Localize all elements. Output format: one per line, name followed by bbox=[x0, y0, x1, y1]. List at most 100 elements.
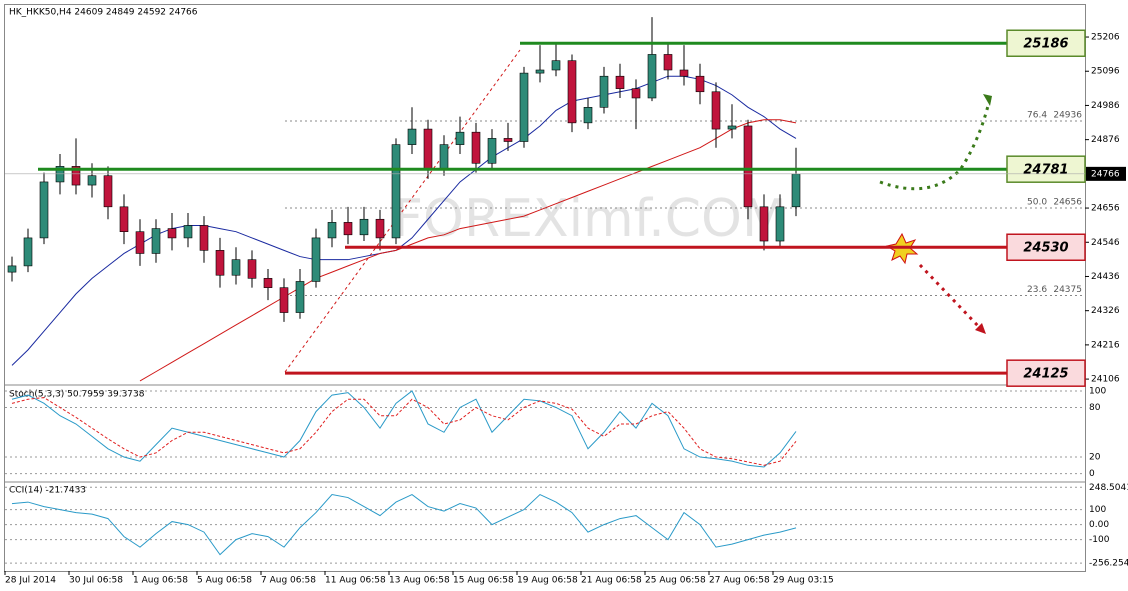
fib-ratio: 23.6 bbox=[1027, 285, 1047, 295]
candle-body bbox=[599, 75, 609, 108]
y-tick-label: 0 bbox=[1089, 469, 1095, 479]
candle-body bbox=[743, 125, 753, 208]
level-box bbox=[1006, 233, 1086, 261]
y-tick-label: -100 bbox=[1089, 535, 1110, 545]
candle-body bbox=[407, 128, 417, 145]
level-label: 24125 bbox=[1023, 367, 1068, 382]
candle-body bbox=[759, 206, 769, 242]
candle-body bbox=[359, 218, 369, 236]
indicator-line bbox=[11, 390, 797, 468]
down-arrow bbox=[918, 263, 982, 330]
candle-body bbox=[7, 265, 17, 273]
fib-ratio: 76.4 bbox=[1027, 110, 1047, 120]
candle-body bbox=[231, 259, 241, 276]
watermark: FOREXimf.COM bbox=[393, 189, 787, 249]
y-tick-label: 24656 bbox=[1091, 204, 1120, 214]
candle-body bbox=[711, 91, 721, 130]
candle-body bbox=[375, 218, 385, 239]
candle-body bbox=[119, 206, 129, 232]
candle-body bbox=[615, 75, 625, 89]
fib-value: 24936 bbox=[1053, 110, 1082, 120]
y-tick-label: 24436 bbox=[1091, 272, 1120, 282]
candle-body bbox=[567, 60, 577, 124]
x-tick-label: 30 Jul 06:58 bbox=[69, 576, 123, 586]
frame bbox=[4, 4, 1086, 572]
x-tick-label: 21 Aug 06:58 bbox=[581, 576, 642, 586]
level-box bbox=[1006, 359, 1086, 387]
candle-body bbox=[391, 144, 401, 239]
y-tick-label: 24106 bbox=[1091, 375, 1120, 385]
candle-body bbox=[695, 75, 705, 93]
indicator-line bbox=[11, 493, 797, 556]
level-box bbox=[1006, 29, 1086, 57]
candle-body bbox=[423, 128, 433, 170]
x-tick-label: 5 Aug 06:58 bbox=[197, 576, 252, 586]
current-price-box bbox=[1086, 166, 1126, 181]
x-tick-label: 11 Aug 06:58 bbox=[325, 576, 386, 586]
x-tick-label: 25 Aug 06:58 bbox=[645, 576, 706, 586]
candle-body bbox=[311, 237, 321, 282]
level-label: 24530 bbox=[1023, 241, 1068, 256]
chart-title: HK_HKK50,H4 24609 24849 24592 24766 bbox=[9, 8, 198, 18]
y-tick-label: 80 bbox=[1089, 403, 1101, 413]
y-tick-label: 24876 bbox=[1091, 135, 1120, 145]
y-tick-label: 25096 bbox=[1091, 67, 1120, 77]
candle-body bbox=[215, 250, 225, 276]
y-tick-label: 100 bbox=[1089, 386, 1106, 396]
candle-body bbox=[151, 228, 161, 254]
candle-body bbox=[631, 88, 641, 99]
candle-body bbox=[103, 175, 113, 208]
current-price-label: 24766 bbox=[1091, 169, 1120, 179]
indicator-line bbox=[11, 397, 797, 466]
candle-body bbox=[135, 231, 145, 254]
candle-body bbox=[487, 138, 497, 164]
y-tick-label: 100 bbox=[1089, 505, 1106, 515]
candle-body bbox=[247, 259, 257, 279]
fib-ratio: 50.0 bbox=[1027, 198, 1047, 208]
candle-body bbox=[327, 222, 337, 239]
x-tick-label: 29 Aug 03:15 bbox=[773, 576, 834, 586]
level-label: 24781 bbox=[1023, 163, 1068, 178]
candle-body bbox=[199, 225, 209, 251]
y-tick-label: 25206 bbox=[1091, 33, 1120, 43]
level-box bbox=[1006, 155, 1086, 183]
candle-body bbox=[87, 175, 97, 186]
candle-body bbox=[295, 281, 305, 313]
up-arrow-head bbox=[983, 94, 992, 106]
fib-trend bbox=[284, 49, 521, 373]
y-tick-label: 24326 bbox=[1091, 306, 1120, 316]
x-tick-label: 27 Aug 06:58 bbox=[709, 576, 770, 586]
candle-body bbox=[455, 131, 465, 145]
up-arrow bbox=[879, 97, 992, 191]
candle-body bbox=[279, 287, 289, 313]
candle-body bbox=[71, 166, 81, 186]
x-tick-label: 7 Aug 06:58 bbox=[261, 576, 316, 586]
down-arrow-head bbox=[975, 323, 986, 334]
candle-body bbox=[39, 181, 49, 239]
y-tick-label: 248.5041 bbox=[1089, 483, 1128, 493]
candle-body bbox=[183, 225, 193, 239]
candle-body bbox=[343, 222, 353, 236]
y-tick-label: 24216 bbox=[1091, 340, 1120, 350]
moving-average bbox=[139, 119, 797, 382]
fib-value: 24656 bbox=[1053, 198, 1082, 208]
x-tick-label: 19 Aug 06:58 bbox=[517, 576, 578, 586]
candle-body bbox=[23, 237, 33, 267]
candle-body bbox=[551, 60, 561, 71]
candle-body bbox=[663, 54, 673, 71]
candle-body bbox=[791, 173, 801, 208]
candle-body bbox=[727, 125, 737, 130]
x-tick-label: 15 Aug 06:58 bbox=[453, 576, 514, 586]
candle-body bbox=[679, 69, 689, 77]
candle-body bbox=[167, 228, 177, 239]
stoch-title: Stoch(5,3,3) 50.7959 39.3738 bbox=[9, 390, 145, 400]
candle-body bbox=[263, 278, 273, 288]
candle-body bbox=[535, 69, 545, 74]
candle-body bbox=[519, 72, 529, 142]
x-tick-label: 28 Jul 2014 bbox=[5, 576, 56, 586]
candle-body bbox=[471, 131, 481, 164]
x-tick-label: 1 Aug 06:58 bbox=[133, 576, 188, 586]
candle-body bbox=[55, 166, 65, 183]
cci-title: CCI(14) -21.7433 bbox=[9, 486, 86, 496]
